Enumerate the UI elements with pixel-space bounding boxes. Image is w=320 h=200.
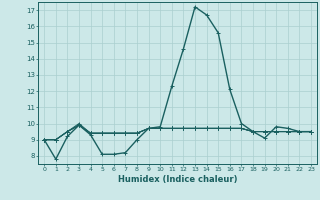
X-axis label: Humidex (Indice chaleur): Humidex (Indice chaleur) — [118, 175, 237, 184]
